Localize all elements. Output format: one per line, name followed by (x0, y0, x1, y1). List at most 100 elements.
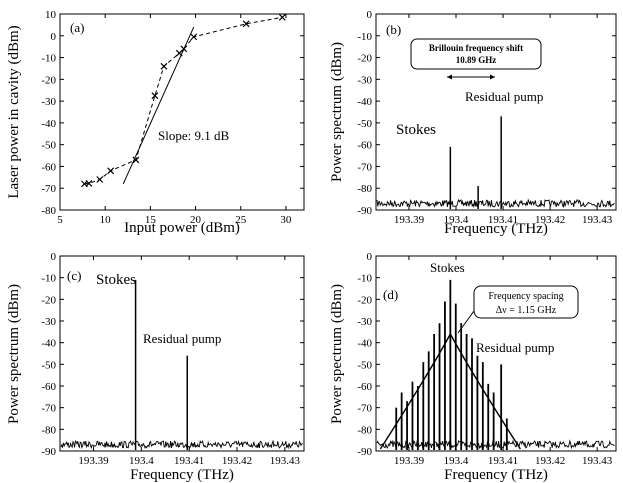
pump-label: Residual pump (476, 340, 554, 355)
box-value: 10.89 GHz (456, 55, 497, 65)
y-tick-label: -60 (357, 140, 372, 152)
marks (376, 116, 615, 209)
panel-label: (b) (386, 22, 401, 37)
y-tick-label: 10 (45, 9, 57, 21)
y-axis-label: Power spectrum (dBm) (6, 284, 22, 424)
panel-label: (a) (70, 20, 84, 35)
ticks: 193.39 193.4 193.41 193.42 193.43 0 -10 -20 -30 -… (357, 251, 616, 467)
stokes-label: Stokes (396, 122, 436, 138)
x-tick-label: 193.42 (222, 455, 252, 467)
y-tick-label: -60 (357, 381, 372, 393)
y-tick-label: -30 (41, 316, 56, 328)
series-dashed-path (84, 16, 283, 185)
panel-d: 193.39 193.4 193.41 193.42 193.43 0 -10 -20 -30 -… (329, 251, 617, 483)
y-tick-label: -90 (357, 205, 372, 217)
x-axis-label: Input power (dBm) (124, 220, 240, 236)
panel-label: (c) (67, 268, 81, 283)
y-tick-label: 0 (367, 251, 373, 263)
panel-c: 193.39 193.4 193.41 193.42 193.43 0 -10 -20 -30 -… (6, 251, 305, 483)
arrow-head-left (447, 74, 452, 80)
y-tick-label: -80 (357, 183, 372, 195)
data-point (107, 167, 115, 175)
data-point (151, 92, 159, 100)
data-point (180, 45, 188, 53)
ticks: 193.39 193.4 193.41 193.42 193.43 0 -10 -20 -30 -… (357, 9, 616, 226)
ticks: 193.39 193.4 193.41 193.42 193.43 0 -10 -20 -30 -… (41, 251, 304, 467)
y-tick-label: -70 (41, 403, 56, 415)
x-tick-label: 193.39 (394, 455, 425, 467)
y-tick-label: -50 (357, 359, 372, 371)
fit-line (122, 26, 195, 185)
y-tick-label: -20 (41, 294, 56, 306)
data-point (85, 180, 93, 187)
box-title: Frequency spacing (488, 291, 563, 302)
y-tick-label: -50 (357, 118, 372, 130)
y-axis-label: Power spectrum (dBm) (329, 42, 345, 182)
y-tick-label: -10 (41, 273, 56, 285)
y-tick-label: -30 (41, 96, 56, 108)
y-tick-label: -10 (357, 273, 372, 285)
x-tick-label: 193.43 (582, 214, 613, 226)
y-tick-label: -10 (357, 31, 372, 43)
ticks: 5 10 15 20 25 30 10 0 -10 -20 -30 -40 -50 -60 -70 -80 (41, 9, 304, 226)
y-tick-label: -80 (41, 424, 56, 436)
y-tick-label: 0 (367, 9, 373, 21)
annotation-box (473, 285, 579, 319)
y-tick-label: -90 (357, 446, 372, 458)
x-tick-label: 15 (145, 214, 157, 226)
box-value: Δν = 1.15 GHz (496, 305, 557, 316)
x-tick-label: 25 (235, 214, 247, 226)
panel-label: (d) (383, 287, 398, 302)
pump-label: Residual pump (143, 331, 221, 346)
x-tick-label: 193.39 (394, 214, 425, 226)
x-tick-label: 193.4 (444, 214, 469, 226)
plot-frame (59, 13, 305, 211)
x-axis-label: Frequency (THz) (444, 467, 548, 483)
y-tick-label: -70 (357, 403, 372, 415)
y-tick-label: -20 (357, 53, 372, 65)
y-tick-label: 0 (51, 251, 57, 263)
pump-label: Residual pump (465, 89, 543, 104)
data-point (132, 156, 140, 164)
annotation-box (410, 38, 542, 70)
y-tick-label: -60 (41, 161, 56, 173)
y-tick-label: -80 (41, 205, 56, 217)
y-tick-label: -70 (357, 161, 372, 173)
x-tick-label: 5 (57, 214, 63, 226)
y-tick-label: -20 (357, 294, 372, 306)
y-tick-label: -20 (41, 74, 56, 86)
y-tick-label: -40 (357, 338, 372, 350)
x-tick-label: 193.41 (488, 455, 518, 467)
panel-a: 5 10 15 20 25 30 10 0 -10 -20 -30 -40 -50 -60 -70 -80 (… (6, 9, 305, 236)
noise-floor (376, 439, 615, 450)
x-tick-label: 30 (280, 214, 292, 226)
y-tick-label: -10 (41, 53, 56, 65)
x-tick-label: 193.4 (444, 455, 469, 467)
x-tick-label: 193.43 (582, 455, 613, 467)
x-tick-label: 193.41 (174, 455, 204, 467)
y-tick-label: -40 (41, 338, 56, 350)
plot-frame (375, 13, 617, 211)
noise-floor (376, 198, 615, 209)
slope-annotation: Slope: 9.1 dB (158, 128, 229, 143)
y-tick-label: -30 (357, 316, 372, 328)
x-tick-label: 193.4 (129, 455, 154, 467)
data-point (278, 13, 286, 21)
x-tick-label: 193.42 (535, 214, 565, 226)
stokes-label: Stokes (96, 272, 136, 288)
y-tick-label: -60 (41, 381, 56, 393)
arrow-head-right (490, 74, 495, 80)
y-tick-label: -90 (41, 446, 56, 458)
callout-pointer (457, 310, 475, 334)
y-tick-label: -80 (357, 424, 372, 436)
plot-frame (375, 255, 617, 452)
y-tick-label: -70 (41, 183, 56, 195)
data-point (160, 62, 168, 70)
plot-frame (59, 255, 305, 452)
y-tick-label: -30 (357, 74, 372, 86)
stokes-label: Stokes (430, 260, 465, 275)
box-title: Brillouin frequency shift (429, 43, 523, 53)
y-tick-label: -50 (41, 140, 56, 152)
marks (80, 13, 286, 188)
